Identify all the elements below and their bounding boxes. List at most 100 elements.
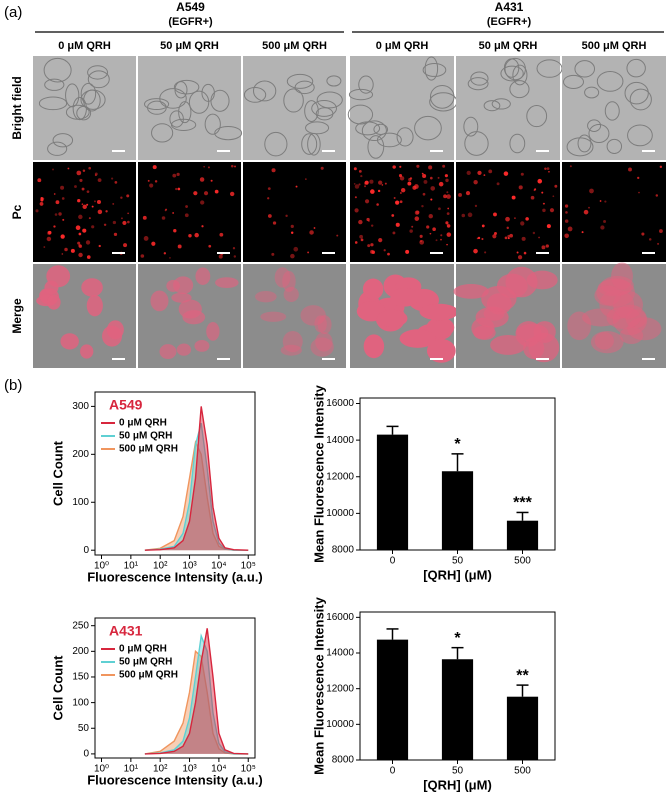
fluorescence-spot <box>185 205 188 208</box>
fluorescence-spot <box>232 247 236 250</box>
fluorescence-spot <box>466 170 471 176</box>
fluorescence-spot <box>271 168 276 173</box>
cell-outline <box>188 90 210 114</box>
bar <box>506 696 539 760</box>
y-tick-label: 8000 <box>332 755 355 766</box>
fluorescence-spot <box>88 166 91 170</box>
fluorescence-spot <box>437 176 440 179</box>
fluorescence-spot <box>414 184 419 189</box>
x-tick-label: 50 <box>452 766 464 777</box>
fluorescence-spot <box>67 167 70 170</box>
fluorescence-spot <box>505 216 510 222</box>
fluorescence-spot <box>152 165 157 170</box>
fluorescence-spot <box>290 231 294 234</box>
fluorescence-spot <box>112 220 117 225</box>
fluorescence-spot <box>387 252 390 256</box>
fluorescence-spot <box>103 223 107 227</box>
legend-label: 500 μM QRH <box>119 444 178 455</box>
fluorescence-spot <box>446 194 451 199</box>
micrograph <box>350 264 459 368</box>
fluorescence-spot <box>438 181 444 187</box>
y-tick-label: 12000 <box>326 471 354 482</box>
cell-outline <box>144 98 170 111</box>
panel-label: (b) <box>4 377 22 394</box>
x-tick-label: 10³ <box>182 561 197 572</box>
fluorescence-spot <box>97 209 103 215</box>
cell-outline <box>584 86 600 99</box>
fluorescence-spot <box>399 165 402 168</box>
merge-cell <box>516 323 549 342</box>
micrograph <box>33 56 136 160</box>
fluorescence-spot <box>364 180 369 185</box>
x-tick-label: 10⁴ <box>211 561 226 572</box>
fluorescence-spot <box>507 237 510 240</box>
histogram-line <box>144 649 249 755</box>
fluorescence-spot <box>81 187 85 191</box>
cell-outline <box>253 80 277 102</box>
fluorescence-spot <box>188 234 192 238</box>
cell-outline <box>286 73 314 89</box>
fluorescence-spot <box>199 177 205 182</box>
fluorescence-spot <box>473 179 478 185</box>
fluorescence-spot <box>564 204 569 208</box>
fluorescence-spot <box>430 198 433 201</box>
fluorescence-spot <box>544 167 547 170</box>
fluorescence-spot <box>541 191 544 194</box>
fluorescence-spot <box>320 166 324 170</box>
histogram-fill <box>144 651 249 754</box>
fluorescence-spot <box>85 240 91 245</box>
micrograph-background <box>138 162 241 262</box>
x-axis-label: Fluorescence Intensity (a.u.) <box>87 772 263 787</box>
fluorescence-spot <box>657 242 660 245</box>
fluorescence-spot <box>267 214 272 218</box>
bar <box>376 434 409 550</box>
panel-label: (a) <box>4 4 22 21</box>
fluorescence-spot <box>193 191 198 196</box>
significance-label: * <box>454 436 461 453</box>
fluorescence-spot <box>416 164 420 168</box>
fluorescence-spot <box>161 216 166 220</box>
cell-outline <box>283 88 304 113</box>
y-tick-label: 250 <box>72 620 89 631</box>
fluorescence-spot <box>520 172 524 176</box>
fluorescence-spot <box>78 243 82 247</box>
fluorescence-spot <box>123 243 128 248</box>
fluorescence-spot <box>603 219 607 223</box>
x-tick-label: 10² <box>153 561 168 572</box>
fluorescence-spot <box>169 257 171 259</box>
fluorescence-spot <box>172 173 177 178</box>
x-tick-label: 0 <box>390 556 396 567</box>
x-tick-label: 10⁰ <box>94 561 109 572</box>
fluorescence-spot <box>353 167 357 171</box>
bar <box>441 659 474 760</box>
fluorescence-spot <box>271 252 275 256</box>
fluorescence-spot <box>81 203 84 205</box>
fluorescence-spot <box>422 192 426 196</box>
x-tick-label: 0 <box>390 766 396 777</box>
cell-outline <box>316 91 343 109</box>
fluorescence-spot <box>414 216 420 221</box>
fluorescence-spot <box>430 186 436 191</box>
fluorescence-spot <box>175 187 178 191</box>
fluorescence-spot <box>438 207 441 211</box>
fluorescence-spot <box>420 240 422 243</box>
fluorescence-spot <box>54 213 58 216</box>
legend-label: 0 μM QRH <box>119 644 167 655</box>
fluorescence-spot <box>444 174 448 178</box>
group-subtitle: (EGFR+) <box>487 16 532 28</box>
merge-cell <box>473 325 496 340</box>
fluorescence-spot <box>208 244 212 248</box>
micrograph-background <box>138 56 241 160</box>
condition-label: 500 μM QRH <box>262 40 327 52</box>
fluorescence-spot <box>305 178 307 180</box>
fluorescence-spot <box>429 232 432 235</box>
fluorescence-spot <box>440 238 442 241</box>
fluorescence-spot <box>127 220 130 224</box>
y-tick-label: 0 <box>83 545 89 556</box>
condition-label: 500 μM QRH <box>582 40 647 52</box>
merge-cell <box>363 334 385 359</box>
condition-label: 50 μM QRH <box>479 40 538 52</box>
micrograph-background <box>33 56 136 160</box>
y-tick-label: 10000 <box>326 719 354 730</box>
cell-outline <box>43 57 72 83</box>
